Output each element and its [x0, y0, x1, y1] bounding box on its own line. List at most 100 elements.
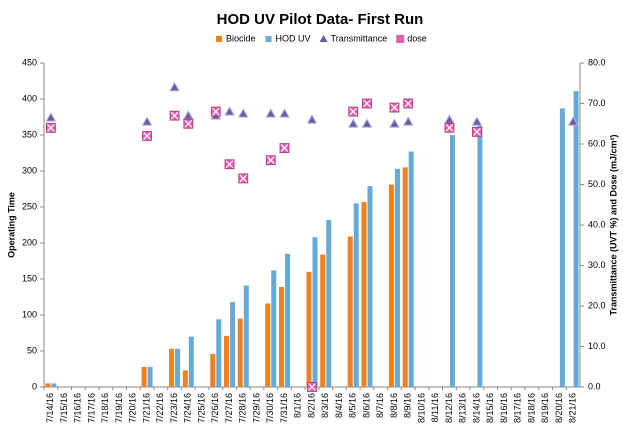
- x-tick-label: 8/21/16: [568, 393, 578, 423]
- y-tick-label: 400: [22, 93, 37, 103]
- dose-cross: [349, 107, 358, 116]
- x-tick-label: 8/20/16: [554, 393, 564, 423]
- y-tick-label: 200: [22, 237, 37, 247]
- bar: [169, 348, 175, 387]
- x-tick-label: 7/26/16: [210, 393, 220, 423]
- bar: [224, 335, 230, 387]
- transmittance-point: [567, 116, 579, 126]
- transmittance-point: [402, 116, 414, 126]
- x-tick-label: 8/15/16: [485, 393, 495, 423]
- chart-title: HOD UV Pilot Data- First Run: [217, 11, 424, 28]
- y2-tick-label: 60.0: [588, 138, 606, 148]
- dose-cross: [170, 111, 179, 120]
- x-tick-label: 8/13/16: [458, 393, 468, 423]
- y-tick-label: 100: [22, 309, 37, 319]
- transmittance-point: [265, 108, 277, 118]
- y-tick-label: 300: [22, 165, 37, 175]
- bar: [147, 366, 153, 387]
- dose-point: [169, 110, 180, 121]
- y2-axis-label: Transmittance (UVT %) and Dose (mJ/cm²): [608, 134, 618, 315]
- bar: [188, 336, 194, 387]
- bar: [45, 383, 51, 387]
- x-tick-label: 7/29/16: [251, 393, 261, 423]
- bar: [367, 186, 373, 387]
- x-tick-label: 7/28/16: [238, 393, 248, 423]
- y-tick-label: 0: [32, 381, 37, 391]
- transmittance-point: [389, 118, 400, 128]
- dose-cross: [143, 131, 152, 140]
- legend-label: Biocide: [226, 33, 256, 43]
- legend-label: dose: [407, 33, 427, 43]
- dose-point: [362, 98, 372, 109]
- dose-point: [265, 155, 276, 166]
- x-tick-label: 8/16/16: [499, 393, 509, 423]
- dose-cross: [280, 144, 289, 152]
- dose-cross: [363, 99, 371, 108]
- dose-cross: [184, 119, 193, 128]
- bar: [141, 366, 147, 387]
- transmittance-point: [224, 106, 235, 116]
- y2-tick-label: 0.0: [588, 381, 601, 391]
- transmittance-point: [45, 112, 57, 122]
- x-tick-label: 7/27/16: [224, 393, 234, 423]
- x-tick-label: 8/4/16: [334, 393, 344, 418]
- y2-tick-label: 40.0: [588, 219, 606, 229]
- y2-tick-label: 70.0: [588, 98, 606, 108]
- x-tick-label: 8/12/16: [444, 393, 454, 423]
- bar: [182, 370, 188, 387]
- x-tick-label: 8/14/16: [471, 393, 481, 423]
- x-tick-label: 7/21/16: [141, 393, 151, 423]
- bar: [51, 383, 57, 387]
- bar: [353, 203, 359, 387]
- x-tick-label: 7/22/16: [155, 393, 165, 423]
- bar: [312, 237, 318, 387]
- x-tick-label: 8/5/16: [348, 393, 358, 418]
- transmittance-point: [444, 114, 455, 124]
- legend-swatch: [216, 36, 222, 42]
- x-tick-label: 7/19/16: [114, 393, 124, 423]
- transmittance-point: [182, 110, 194, 120]
- y-tick-label: 50: [27, 345, 37, 355]
- legend-swatch: [319, 35, 328, 42]
- dose-cross: [308, 383, 316, 391]
- dose-point: [444, 122, 455, 133]
- bar: [279, 286, 285, 387]
- x-tick-label: 7/17/16: [86, 393, 96, 423]
- bar: [175, 348, 181, 387]
- x-tick-label: 7/31/16: [279, 393, 289, 423]
- y2-tick-label: 10.0: [588, 341, 606, 351]
- dose-cross: [404, 99, 413, 108]
- bar: [449, 135, 455, 387]
- y2-tick-label: 20.0: [588, 300, 606, 310]
- dose-point: [238, 173, 249, 184]
- bar: [347, 236, 353, 387]
- dose-cross: [472, 127, 481, 136]
- dose-point: [348, 106, 359, 117]
- bar: [216, 319, 222, 387]
- y2-tick-label: 30.0: [588, 260, 606, 270]
- dose-cross: [266, 156, 275, 165]
- dose-point: [224, 159, 235, 170]
- transmittance-point: [279, 108, 290, 118]
- bar: [388, 184, 394, 387]
- x-tick-label: 8/6/16: [361, 393, 371, 418]
- dose-point: [307, 382, 317, 392]
- dose-point: [279, 143, 290, 153]
- x-tick-label: 7/20/16: [128, 393, 138, 423]
- dose-point: [45, 122, 56, 133]
- transmittance-point: [141, 116, 153, 126]
- x-tick-label: 8/18/16: [526, 393, 536, 423]
- x-tick-label: 7/25/16: [196, 393, 206, 423]
- transmittance-point: [169, 81, 180, 92]
- y2-tick-label: 50.0: [588, 179, 606, 189]
- x-tick-label: 7/16/16: [73, 393, 83, 423]
- x-tick-label: 8/1/16: [293, 393, 303, 418]
- x-tick-label: 7/23/16: [169, 393, 179, 423]
- dose-point: [210, 106, 221, 117]
- bar: [243, 285, 249, 387]
- bar: [271, 270, 277, 387]
- y-tick-label: 450: [22, 57, 37, 67]
- dose-cross: [445, 123, 454, 132]
- bar: [573, 91, 579, 387]
